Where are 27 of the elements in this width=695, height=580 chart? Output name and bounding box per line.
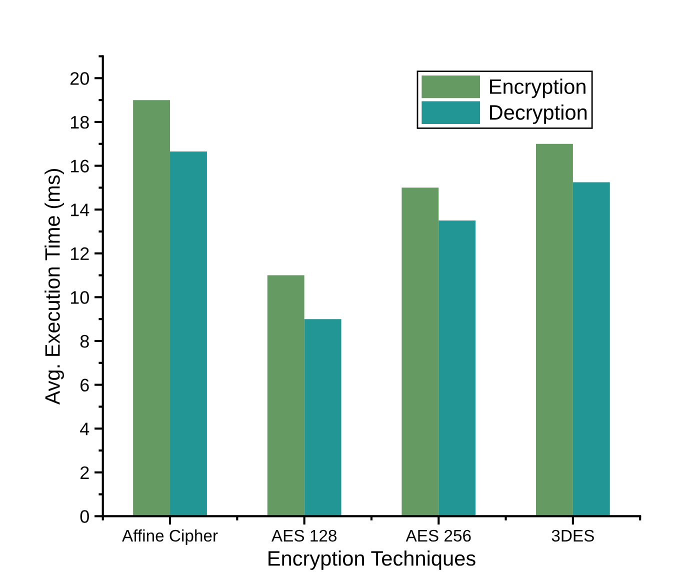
y-tick-label: 2 <box>80 466 89 479</box>
bar <box>170 152 207 516</box>
y-tick-label: 18 <box>70 116 89 129</box>
bar <box>133 100 170 516</box>
bar <box>267 275 304 516</box>
legend-label: Decryption <box>490 104 587 124</box>
y-tick-label: 16 <box>70 160 89 172</box>
x-tick-label: AES 256 <box>406 530 471 542</box>
y-axis-title: Avg. Execution Time (ms) <box>44 169 64 405</box>
x-tick-label: AES 128 <box>271 530 336 542</box>
y-tick-label: 0 <box>80 510 89 523</box>
x-tick-label: Affine Cipher <box>122 529 218 545</box>
x-axis-title: Encryption Techniques <box>268 550 476 570</box>
bar <box>304 319 342 516</box>
y-tick-label: 14 <box>70 204 90 216</box>
x-tick-label: 3DES <box>552 530 594 542</box>
bar <box>572 182 610 516</box>
y-tick-label: 10 <box>70 291 89 304</box>
y-tick-label: 4 <box>80 422 90 436</box>
y-tick-label: 20 <box>70 72 89 85</box>
y-tick-label: 8 <box>80 334 89 348</box>
legend-label: Encryption <box>490 78 586 98</box>
bar <box>438 220 476 516</box>
bar <box>402 188 439 516</box>
y-tick-label: 12 <box>70 247 89 260</box>
y-tick-label: 6 <box>80 378 89 392</box>
bar <box>536 144 573 516</box>
